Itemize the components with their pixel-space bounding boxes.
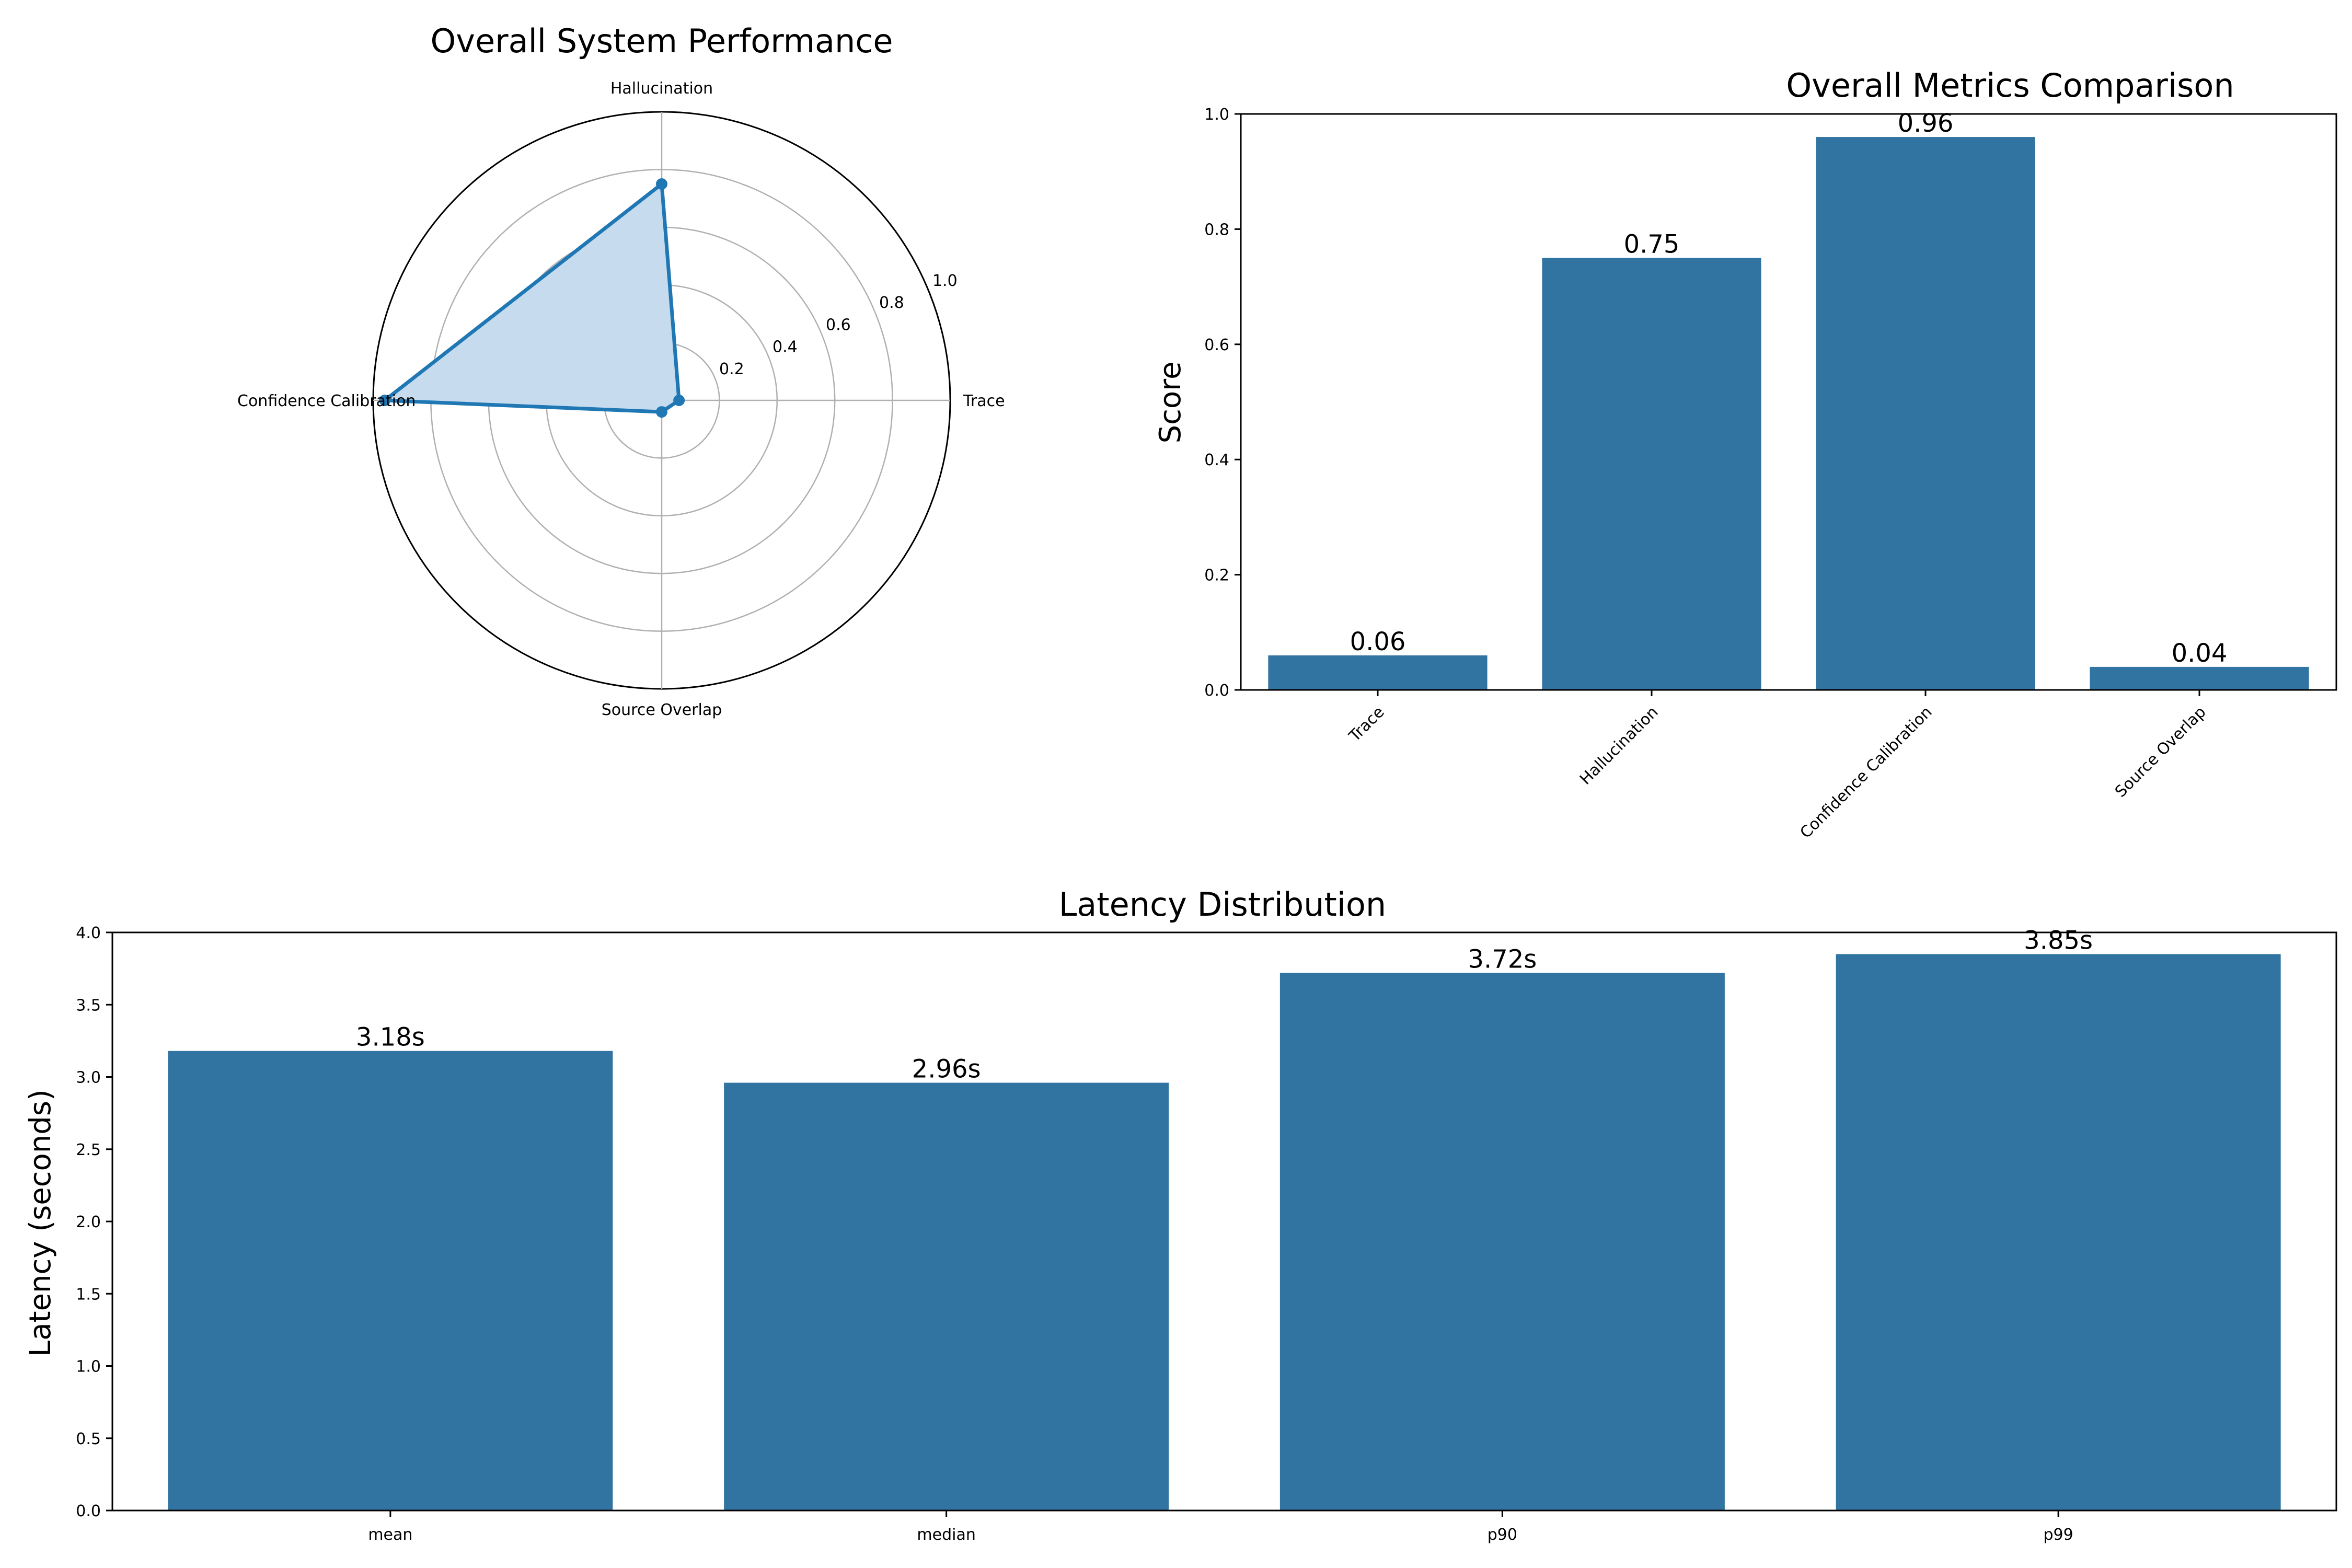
bar-data-label: 0.04: [2172, 639, 2228, 668]
radar-radial-tick-label: 0.6: [826, 316, 851, 334]
metrics-title: Overall Metrics Comparison: [1786, 66, 2234, 105]
radar-chart: Overall System Performance 0.2 0.4 0.6 0.8 1…: [237, 22, 1005, 719]
y-tick-label: 4.0: [76, 924, 101, 942]
y-tick-label: 0.4: [1204, 451, 1229, 469]
plot-frame: [1240, 113, 2337, 691]
radar-radial-tick-label: 0.8: [879, 294, 904, 312]
bar: [724, 1082, 1169, 1511]
x-tick-label: median: [917, 1526, 975, 1544]
plot-frame: [111, 931, 2337, 1512]
y-tick-label: 3.0: [76, 1069, 101, 1087]
x-tick-label: mean: [368, 1526, 412, 1544]
radar-axis-label: Confidence Calibration: [237, 392, 416, 410]
x-tick-label: Confidence Calibration: [1796, 703, 1935, 842]
radar-point: [656, 178, 667, 190]
y-tick-label: 2.0: [76, 1213, 101, 1231]
bar: [1816, 137, 2035, 690]
latency-y-axis-label: Latency (seconds): [24, 1089, 57, 1357]
bar: [168, 1051, 613, 1511]
radar-axis-label: Hallucination: [610, 79, 713, 98]
y-tick-label: 0.6: [1204, 336, 1229, 354]
y-tick-label: 2.5: [76, 1141, 101, 1159]
bar-data-label: 0.96: [1898, 109, 1954, 138]
bar-data-label: 3.85s: [2024, 926, 2093, 955]
radar-title: Overall System Performance: [430, 22, 893, 60]
x-tick-label: p90: [1488, 1526, 1517, 1544]
radar-radial-tick-label: 0.2: [719, 360, 744, 378]
x-tick-label: Trace: [1345, 703, 1388, 746]
x-tick-label: Source Overlap: [2112, 703, 2210, 801]
y-tick-label: 1.0: [76, 1358, 101, 1376]
radar-radial-tick-label: 1.0: [932, 272, 958, 290]
radar-axis-label: Source Overlap: [602, 701, 722, 719]
y-tick-label: 1.5: [76, 1285, 101, 1304]
x-tick-label: p99: [2044, 1526, 2073, 1544]
y-tick-label: 0.8: [1204, 221, 1229, 239]
y-tick-label: 0.5: [76, 1430, 101, 1448]
bar-data-label: 0.06: [1350, 627, 1406, 656]
radar-radial-tick-label: 0.4: [773, 338, 798, 356]
y-tick-label: 3.5: [76, 996, 101, 1014]
radar-point: [673, 395, 685, 406]
latency-title: Latency Distribution: [1059, 885, 1386, 924]
metrics-bar-chart: Overall Metrics Comparison Score 0.06 Tra…: [1154, 66, 2337, 842]
y-tick-label: 1.0: [1204, 106, 1229, 124]
bar-data-label: 0.75: [1624, 230, 1680, 259]
bar-data-label: 2.96s: [912, 1055, 981, 1084]
bar: [1836, 954, 2281, 1511]
radar-point: [656, 406, 667, 418]
bar: [1542, 258, 1761, 690]
bar-data-label: 3.18s: [356, 1023, 425, 1052]
radar-area: [385, 184, 679, 412]
metrics-y-axis-label: Score: [1154, 362, 1187, 444]
latency-bar-chart: Latency Distribution Latency (seconds) 3…: [24, 885, 2337, 1544]
y-tick-label: 0.2: [1204, 567, 1229, 585]
bar: [1279, 973, 1725, 1511]
radar-point: [379, 395, 391, 406]
y-tick-label: 0.0: [76, 1502, 101, 1520]
radar-axis-label: Trace: [963, 392, 1005, 410]
y-tick-label: 0.0: [1204, 682, 1229, 700]
bar: [2090, 666, 2309, 690]
bar-data-label: 3.72s: [1468, 944, 1537, 974]
x-tick-label: Hallucination: [1576, 703, 1662, 789]
bar: [1268, 655, 1488, 690]
